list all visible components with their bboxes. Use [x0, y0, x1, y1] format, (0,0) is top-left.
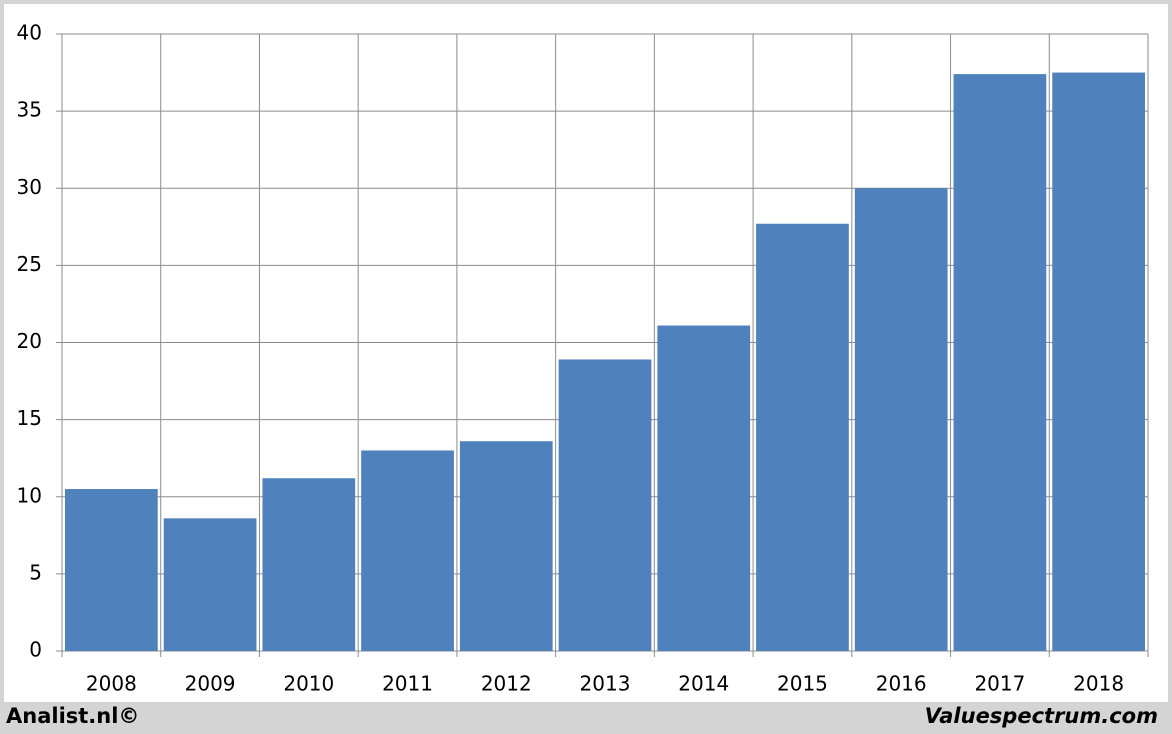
y-tick-label: 10 [17, 483, 42, 507]
x-tick-label: 2014 [678, 672, 729, 696]
bar [65, 489, 158, 651]
bar [558, 359, 652, 651]
footer-right: Valuespectrum.com [925, 704, 1158, 728]
x-tick-label: 2017 [974, 672, 1025, 696]
x-tick-label: 2010 [283, 672, 334, 696]
x-tick-label: 2018 [1073, 672, 1124, 696]
footer-left: Analist.nl© [6, 704, 139, 728]
bar [657, 325, 751, 651]
y-tick-label: 35 [17, 98, 42, 122]
x-tick-label: 2016 [876, 672, 927, 696]
y-tick-label: 40 [17, 21, 42, 45]
x-tick-label: 2011 [382, 672, 433, 696]
bar [262, 478, 356, 651]
x-tick-label: 2015 [777, 672, 828, 696]
y-tick-label: 30 [17, 175, 42, 199]
x-tick-label: 2012 [481, 672, 532, 696]
bar [756, 223, 849, 652]
bar [163, 518, 257, 651]
x-tick-label: 2008 [86, 672, 137, 696]
y-tick-label: 0 [29, 638, 42, 662]
y-tick-label: 15 [17, 406, 42, 430]
x-tick-label: 2009 [185, 672, 236, 696]
x-tick-label: 2013 [580, 672, 631, 696]
bar [854, 188, 948, 651]
y-tick-label: 20 [17, 329, 42, 353]
y-tick-label: 5 [29, 560, 42, 584]
y-tick-label: 25 [17, 252, 42, 276]
bar [459, 441, 553, 651]
bar [361, 450, 454, 651]
bar [1052, 72, 1145, 651]
bar [953, 74, 1047, 652]
